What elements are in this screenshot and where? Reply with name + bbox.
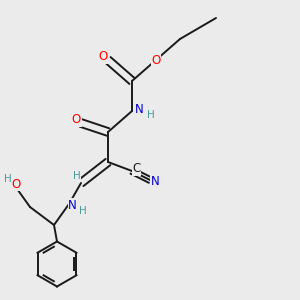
- Text: O: O: [72, 113, 81, 126]
- Text: C: C: [132, 162, 141, 175]
- Text: O: O: [12, 178, 21, 191]
- Text: O: O: [99, 50, 108, 63]
- Text: H: H: [147, 110, 155, 121]
- Text: O: O: [152, 53, 160, 67]
- Text: H: H: [73, 171, 80, 182]
- Text: N: N: [68, 199, 77, 212]
- Text: H: H: [4, 173, 11, 184]
- Text: H: H: [79, 206, 87, 216]
- Text: N: N: [135, 103, 144, 116]
- Text: N: N: [151, 175, 160, 188]
